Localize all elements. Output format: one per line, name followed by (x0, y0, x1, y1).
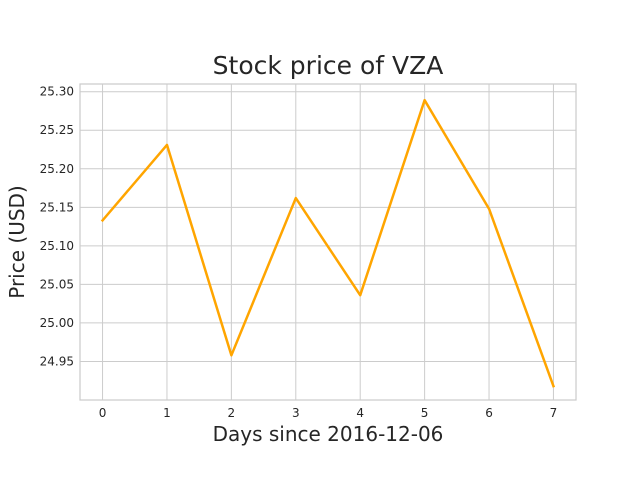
price-series-line (100, 98, 556, 388)
x-tick-label: 1 (163, 406, 171, 420)
y-tick-labels: 24.95 25.00 25.05 25.10 25.15 25.20 25.25 25.30 (40, 85, 74, 369)
x-tick-label: 7 (550, 406, 558, 420)
y-tick-label: 24.95 (40, 354, 74, 368)
y-tick-label: 25.25 (40, 123, 74, 137)
x-axis-label: Days since 2016-12-06 (213, 422, 444, 446)
y-axis-label: Price (USD) (5, 185, 29, 299)
y-tick-label: 25.10 (40, 239, 74, 253)
plot-area-frame (79, 83, 577, 401)
x-tick-label: 6 (485, 406, 493, 420)
chart-title: Stock price of VZA (213, 51, 444, 80)
x-tick-label: 5 (421, 406, 429, 420)
y-tick-label: 25.30 (40, 85, 74, 99)
x-tick-label: 4 (356, 406, 364, 420)
y-tick-label: 25.00 (40, 316, 74, 330)
y-tick-label: 25.05 (40, 277, 74, 291)
x-tick-label: 2 (228, 406, 236, 420)
y-tick-label: 25.15 (40, 200, 74, 214)
series-layer (100, 98, 556, 388)
x-tick-label: 3 (292, 406, 300, 420)
grid-lines (80, 84, 576, 400)
y-tick-label: 25.20 (40, 162, 74, 176)
x-tick-label: 0 (99, 406, 107, 420)
x-tick-labels: 0 1 2 3 4 5 6 7 (99, 406, 558, 420)
